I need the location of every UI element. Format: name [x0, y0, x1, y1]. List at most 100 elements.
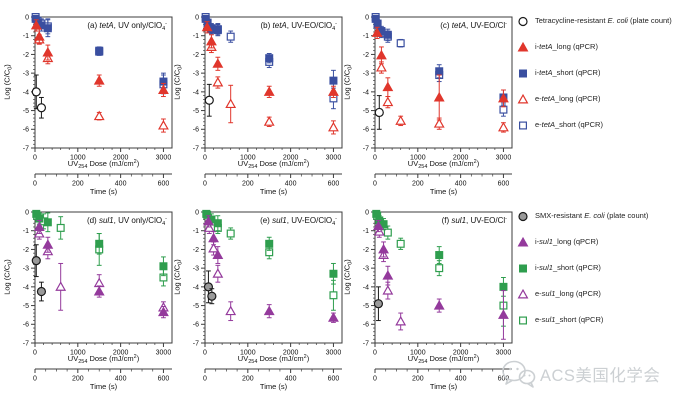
open-triangle-marker	[328, 121, 339, 132]
panel-title: (d) sul1, UV only/ClO4-	[86, 216, 167, 227]
open-triangle-marker	[433, 118, 445, 128]
time-axis-label: Time (s)	[259, 382, 288, 391]
y-axis-label: Log (C/C0)	[172, 64, 184, 100]
series-i-tetA_long	[371, 26, 509, 121]
open-triangle-marker	[395, 115, 407, 125]
y-tick-label: -7	[363, 340, 369, 347]
series-i-sul1_long	[372, 219, 509, 340]
legend-item: i-sul1_long (qPCR)	[517, 229, 683, 255]
open-circle-marker	[374, 107, 384, 118]
filled-square-marker	[265, 239, 274, 248]
open-triangle-marker	[517, 93, 529, 104]
dose-tick-label: 0	[33, 350, 37, 357]
y-axis-label: Log (C/C0)	[342, 64, 354, 100]
y-tick-label: 0	[365, 209, 369, 216]
y-axis-label: Log (C/C0)	[2, 64, 14, 100]
plot-f: 0 -1 -2 -3 -4 -5 -6 -7 0 1000 2000 3000 0 200 400 600	[363, 209, 513, 383]
series-plate-count	[31, 244, 47, 302]
filled-triangle-marker	[372, 220, 384, 231]
dose-tick-label: 0	[203, 155, 207, 162]
open-circle-marker	[36, 103, 47, 113]
filled-triangle-marker	[517, 236, 529, 247]
filled-triangle-marker	[158, 84, 169, 94]
filled-triangle-marker	[498, 309, 509, 319]
dose-tick-label: 3000	[156, 155, 172, 162]
square-filled-icon	[518, 69, 528, 78]
filled-triangle-marker	[371, 27, 383, 37]
legend-label: i-tetA_short (qPCR)	[535, 67, 601, 77]
series-i-sul1_short	[202, 209, 338, 285]
plot-frame	[34, 16, 173, 149]
time-tick-label: 400	[455, 376, 467, 383]
filled-square-marker	[518, 264, 528, 273]
open-triangle-marker	[382, 96, 394, 107]
triangle-open-icon	[517, 288, 529, 299]
filled-square-marker	[95, 239, 104, 248]
series-plate-count	[31, 74, 47, 119]
open-triangle-marker	[225, 98, 237, 109]
series-i-tetA_short	[201, 14, 338, 92]
filled-square-marker	[329, 269, 338, 278]
time-tick-label: 200	[412, 181, 424, 188]
filled-triangle-marker	[42, 239, 54, 249]
y-tick-label: -1	[193, 228, 199, 235]
legend-item: i-tetA_short (qPCR)	[517, 60, 683, 86]
filled-square-marker	[213, 25, 222, 34]
plot-frame	[374, 211, 513, 344]
legend-item: i-sul1_short (qPCR)	[517, 255, 683, 281]
gray-circle-marker	[203, 282, 214, 292]
open-circle-marker	[204, 95, 214, 105]
plot-frame	[204, 16, 343, 149]
y-tick-label: -6	[193, 322, 199, 329]
open-triangle-marker	[382, 284, 394, 295]
y-tick-label: -5	[23, 303, 29, 310]
plot-a: 0 -1 -2 -3 -4 -5 -6 -7 0 1000 2000 3000 0 200 400 600	[23, 13, 173, 188]
time-tick-label: 600	[158, 376, 170, 383]
filled-triangle-marker	[158, 306, 169, 317]
y-tick-label: -3	[193, 266, 199, 273]
panel-title: (e) sul1, UV-EO/ClO4-	[260, 216, 337, 227]
dose-tick-label: 2000	[283, 350, 299, 357]
open-square-marker	[396, 239, 405, 248]
legend-label: e-sul1_short (qPCR)	[535, 314, 604, 324]
legend-label: i-sul1_short (qPCR)	[535, 262, 601, 272]
y-tick-label: -3	[23, 71, 29, 78]
y-tick-label: -5	[363, 108, 369, 115]
y-tick-label: -2	[23, 52, 29, 59]
y-tick-label: -4	[23, 284, 29, 291]
y-tick-label: -4	[193, 284, 199, 291]
series-plate-count	[374, 95, 384, 130]
time-tick-label: 0	[373, 181, 377, 188]
series-plate-count	[204, 83, 214, 117]
time-tick-label: 400	[115, 376, 127, 383]
filled-triangle-marker	[93, 285, 105, 296]
time-axis-label: Time (s)	[89, 382, 118, 391]
filled-triangle-marker	[33, 221, 45, 231]
y-tick-label: -7	[23, 340, 29, 347]
y-tick-label: -4	[193, 89, 199, 96]
filled-triangle-marker	[208, 232, 219, 243]
filled-square-marker	[43, 24, 52, 33]
dose-tick-label: 1000	[410, 350, 426, 357]
open-triangle-marker	[263, 116, 275, 126]
gray-circle-marker	[207, 291, 217, 301]
dose-tick-label: 1000	[70, 155, 86, 162]
open-square-marker	[518, 316, 528, 325]
triangle-open-icon	[517, 93, 529, 104]
plot-frame	[374, 16, 513, 149]
gray-circle-marker	[373, 299, 384, 309]
dose-tick-label: 0	[373, 350, 377, 357]
time-tick-label: 600	[328, 181, 340, 188]
filled-triangle-marker	[205, 35, 217, 46]
dose-tick-label: 1000	[410, 155, 426, 162]
open-square-marker	[226, 229, 235, 238]
circle-gray-icon	[518, 211, 528, 222]
y-tick-label: -3	[363, 71, 369, 78]
time-axis-label: Time (s)	[429, 382, 458, 391]
time-tick-label: 200	[242, 181, 254, 188]
filled-triangle-marker	[212, 58, 224, 68]
y-tick-label: -7	[193, 340, 199, 347]
panel-c: 0 -1 -2 -3 -4 -5 -6 -7 0 1000 2000 3000 0 200 400 600 L…	[340, 0, 515, 200]
open-square-marker	[383, 228, 392, 237]
